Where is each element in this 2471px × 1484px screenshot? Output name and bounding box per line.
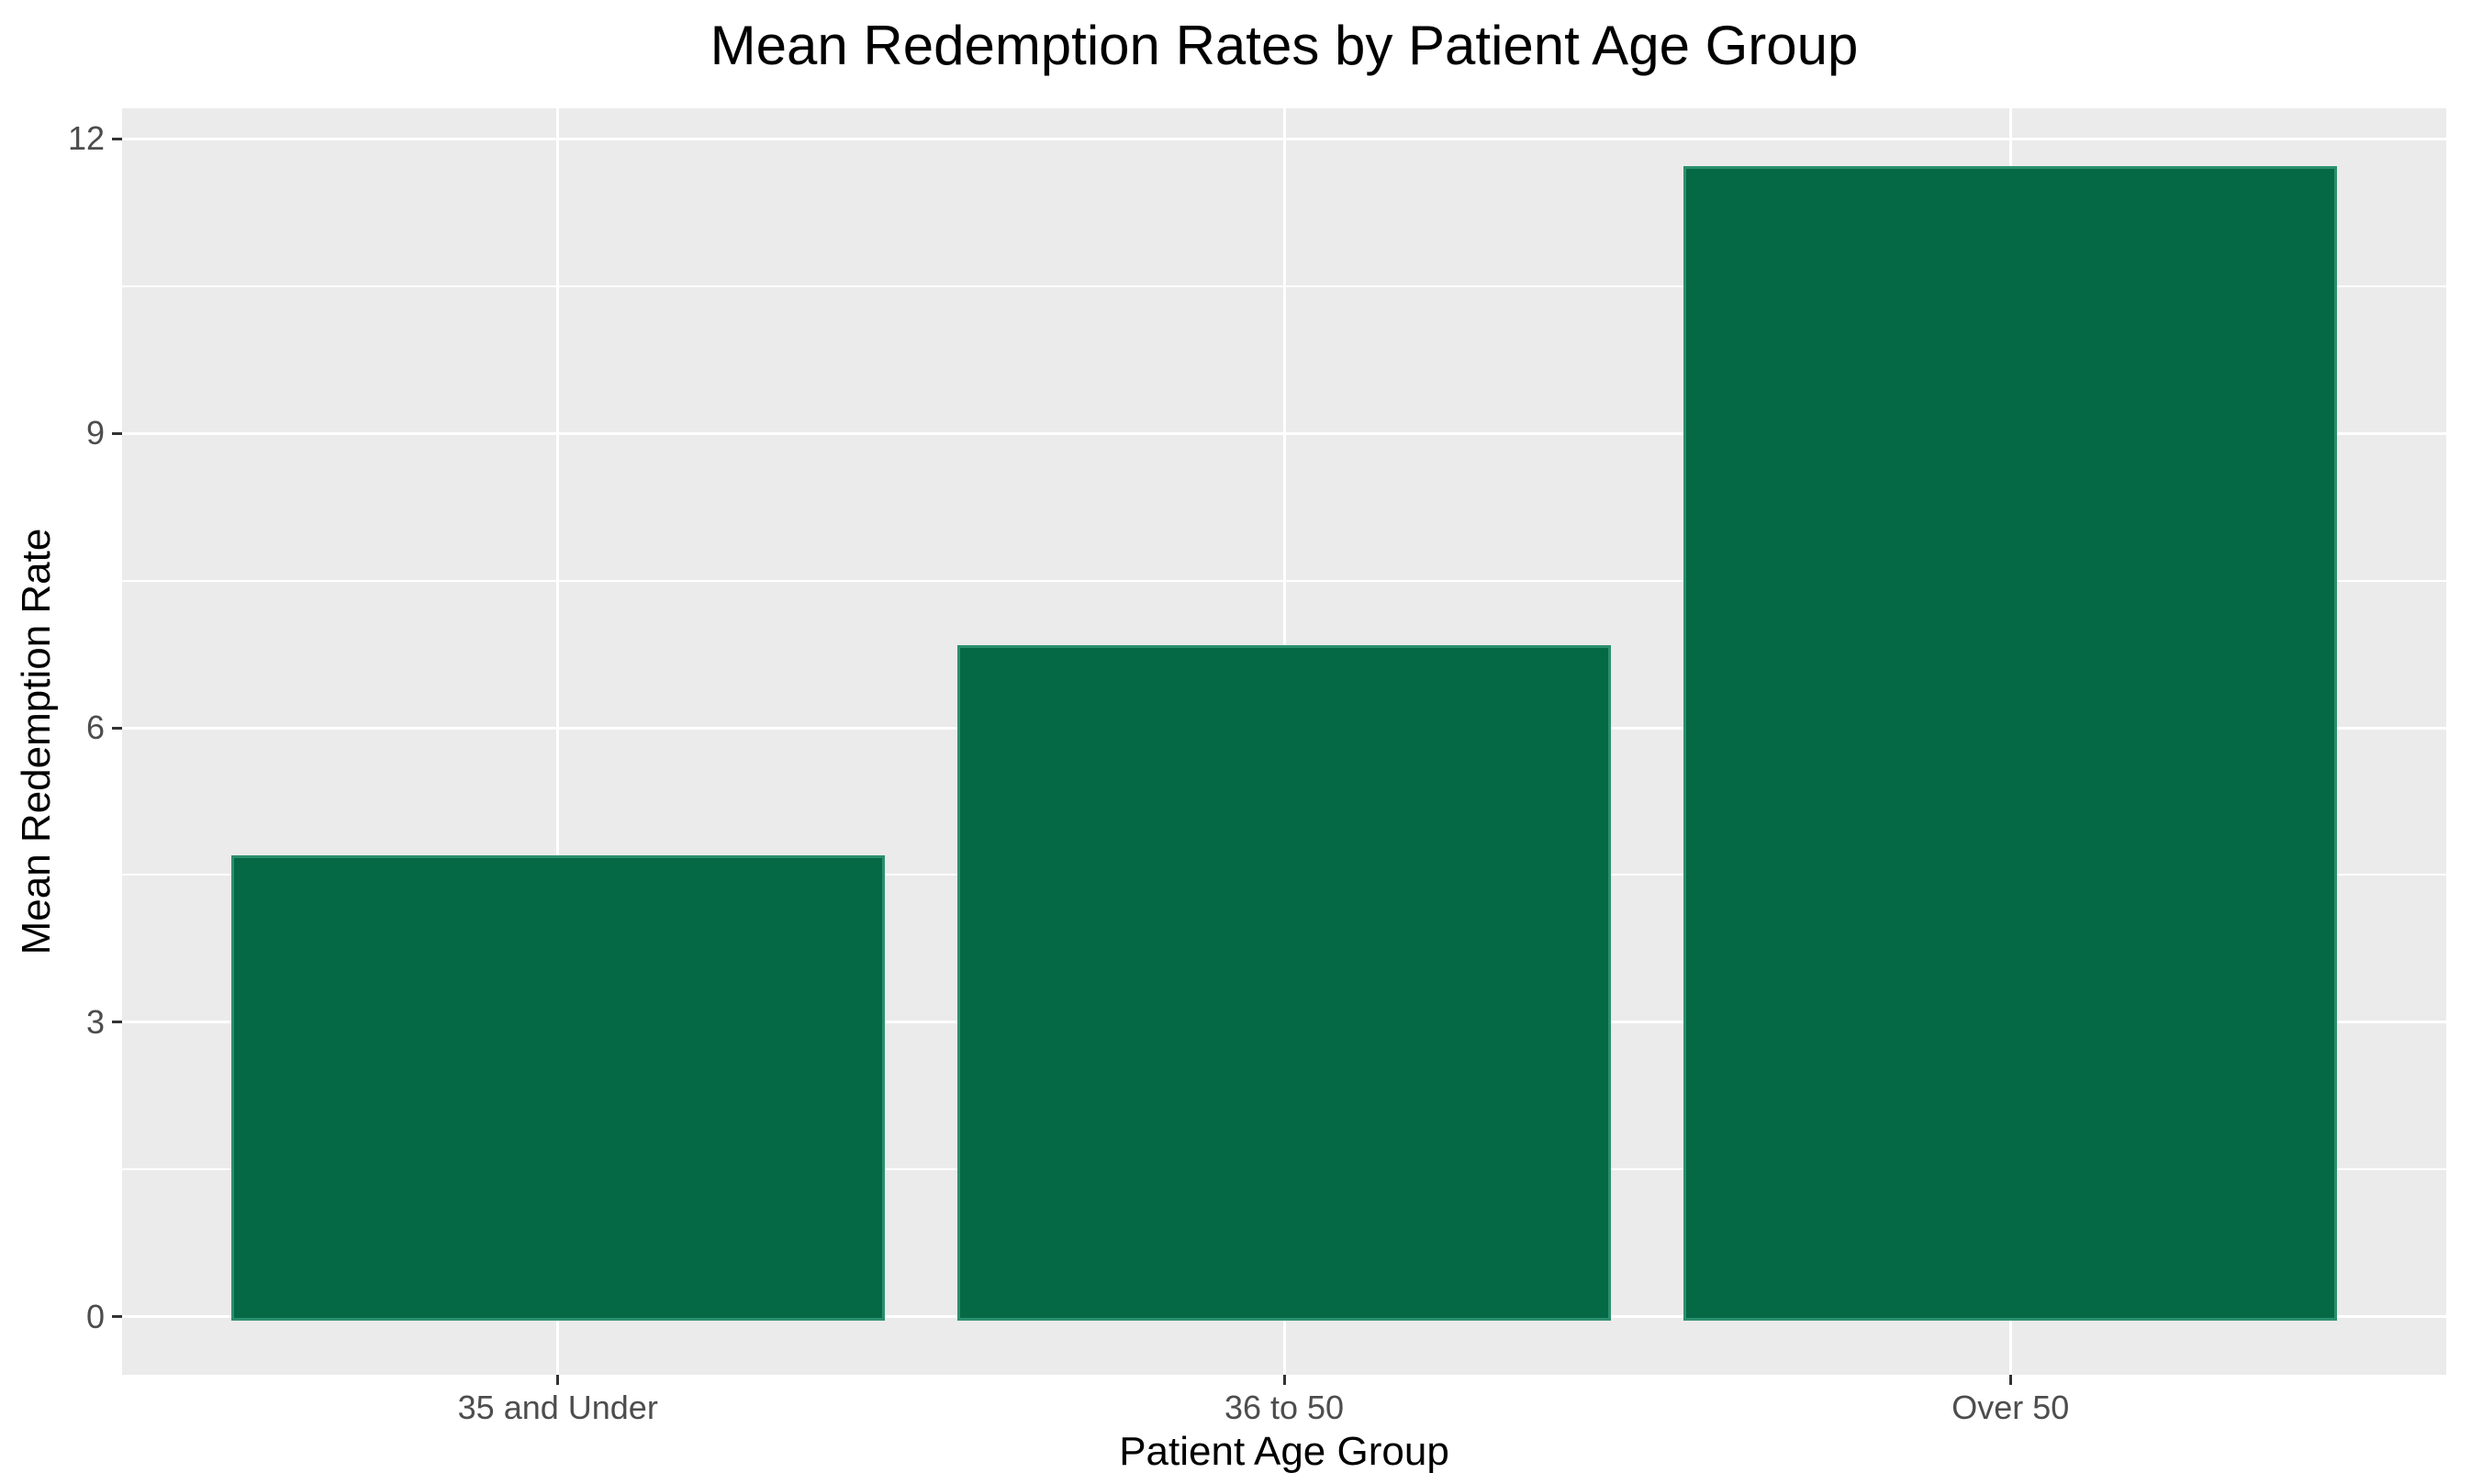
y-tick-mark xyxy=(112,431,122,435)
x-axis-title: Patient Age Group xyxy=(1119,1429,1449,1474)
gridline-vertical xyxy=(556,108,560,1375)
y-tick-label: 12 xyxy=(67,119,105,158)
x-tick-mark xyxy=(556,1375,560,1385)
bar-35-and-under xyxy=(230,855,885,1321)
y-tick-label: 0 xyxy=(85,1297,105,1335)
y-tick-mark xyxy=(112,1315,122,1319)
y-tick-label: 9 xyxy=(85,414,105,452)
plot-panel xyxy=(122,108,2446,1375)
x-tick-mark xyxy=(1282,1375,1286,1385)
chart-title: Mean Redemption Rates by Patient Age Gro… xyxy=(710,15,1859,76)
x-tick-label: 36 to 50 xyxy=(1224,1389,1345,1426)
x-tick-label: 35 and Under xyxy=(457,1389,658,1426)
y-tick-mark xyxy=(112,1021,122,1024)
y-tick-label: 6 xyxy=(85,709,105,747)
x-tick-label: Over 50 xyxy=(1951,1389,2070,1426)
y-tick-mark xyxy=(112,137,122,140)
y-tick-label: 3 xyxy=(85,1002,105,1041)
bar-over-50 xyxy=(1683,166,2338,1321)
x-tick-mark xyxy=(2008,1375,2012,1385)
y-tick-mark xyxy=(112,726,122,730)
bar-36-to-50 xyxy=(956,645,1612,1321)
